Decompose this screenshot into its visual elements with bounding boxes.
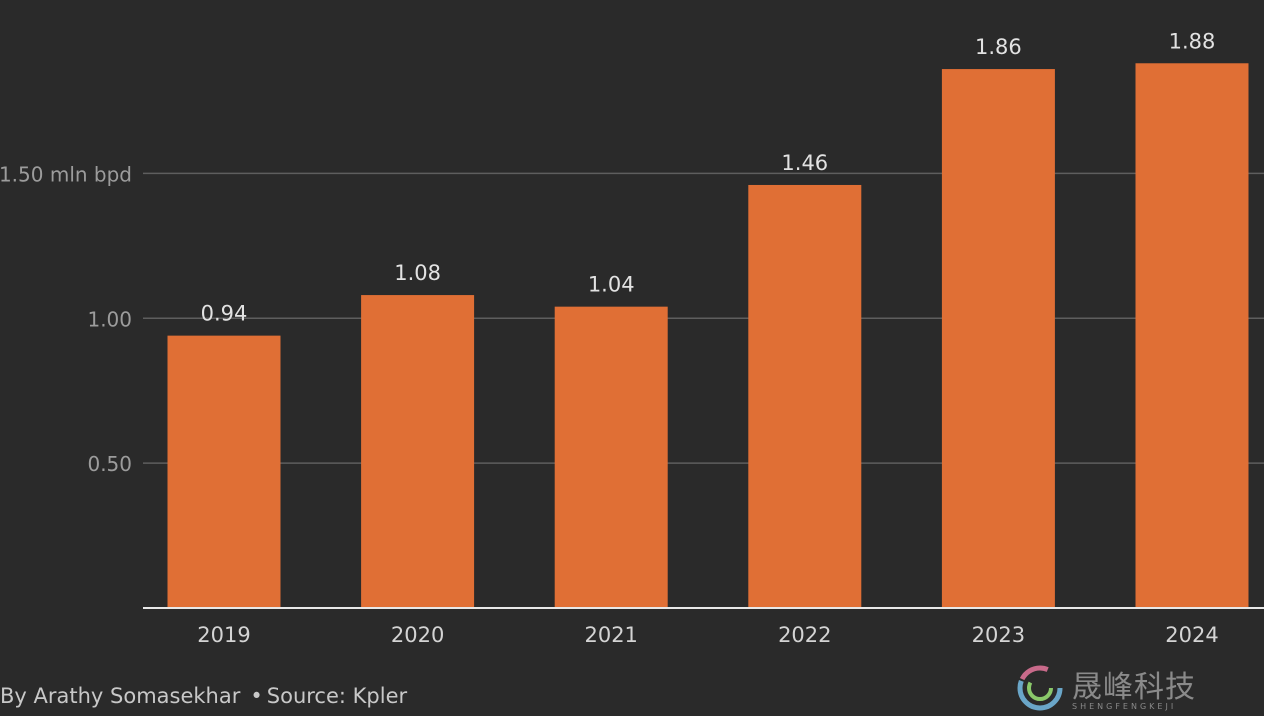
x-tick-label: 2022 [778, 623, 831, 647]
data-label: 1.86 [975, 35, 1022, 59]
x-tick-label: 2021 [584, 623, 637, 647]
bar [1135, 63, 1249, 608]
x-tick-label: 2020 [391, 623, 444, 647]
y-tick-label: 0.50 [87, 452, 132, 476]
grid-lines [143, 172, 1264, 464]
bar [941, 69, 1055, 608]
bar [748, 184, 862, 608]
data-labels: 0.94 1.08 1.04 1.46 1.86 1.88 [201, 29, 1216, 325]
x-tick-label: 2024 [1165, 623, 1218, 647]
bar [554, 306, 668, 608]
byline: By Arathy Somasekhar [0, 684, 241, 708]
data-label: 1.04 [588, 273, 635, 297]
watermark-text: 晟峰科技 [1072, 670, 1196, 705]
watermark-logo: 晟峰科技 SHENGFENGKEJI [1014, 660, 1214, 712]
bar [361, 295, 475, 608]
footer-separator: • [250, 684, 263, 708]
x-tick-label: 2019 [197, 623, 250, 647]
x-tick-label: 2023 [972, 623, 1025, 647]
data-label: 1.46 [781, 151, 828, 175]
source-note: Source: Kpler [266, 684, 408, 708]
watermark-subtext: SHENGFENGKEJI [1072, 702, 1177, 711]
data-label: 0.94 [201, 302, 248, 326]
data-label: 1.08 [394, 261, 441, 285]
x-axis-tick-labels: 2019 2020 2021 2022 2023 2024 [197, 623, 1218, 647]
chart-footer: By Arathy Somasekhar • Source: Kpler [0, 684, 407, 708]
y-tick-label: 1.00 [87, 307, 132, 331]
y-axis-tick-labels: 0.50 1.00 1.50 mln bpd [0, 162, 132, 476]
bars [167, 63, 1249, 608]
bar [167, 335, 281, 608]
watermark-emblem-icon [1017, 665, 1063, 711]
data-label: 1.88 [1169, 29, 1216, 53]
y-tick-label: 1.50 mln bpd [0, 162, 132, 186]
